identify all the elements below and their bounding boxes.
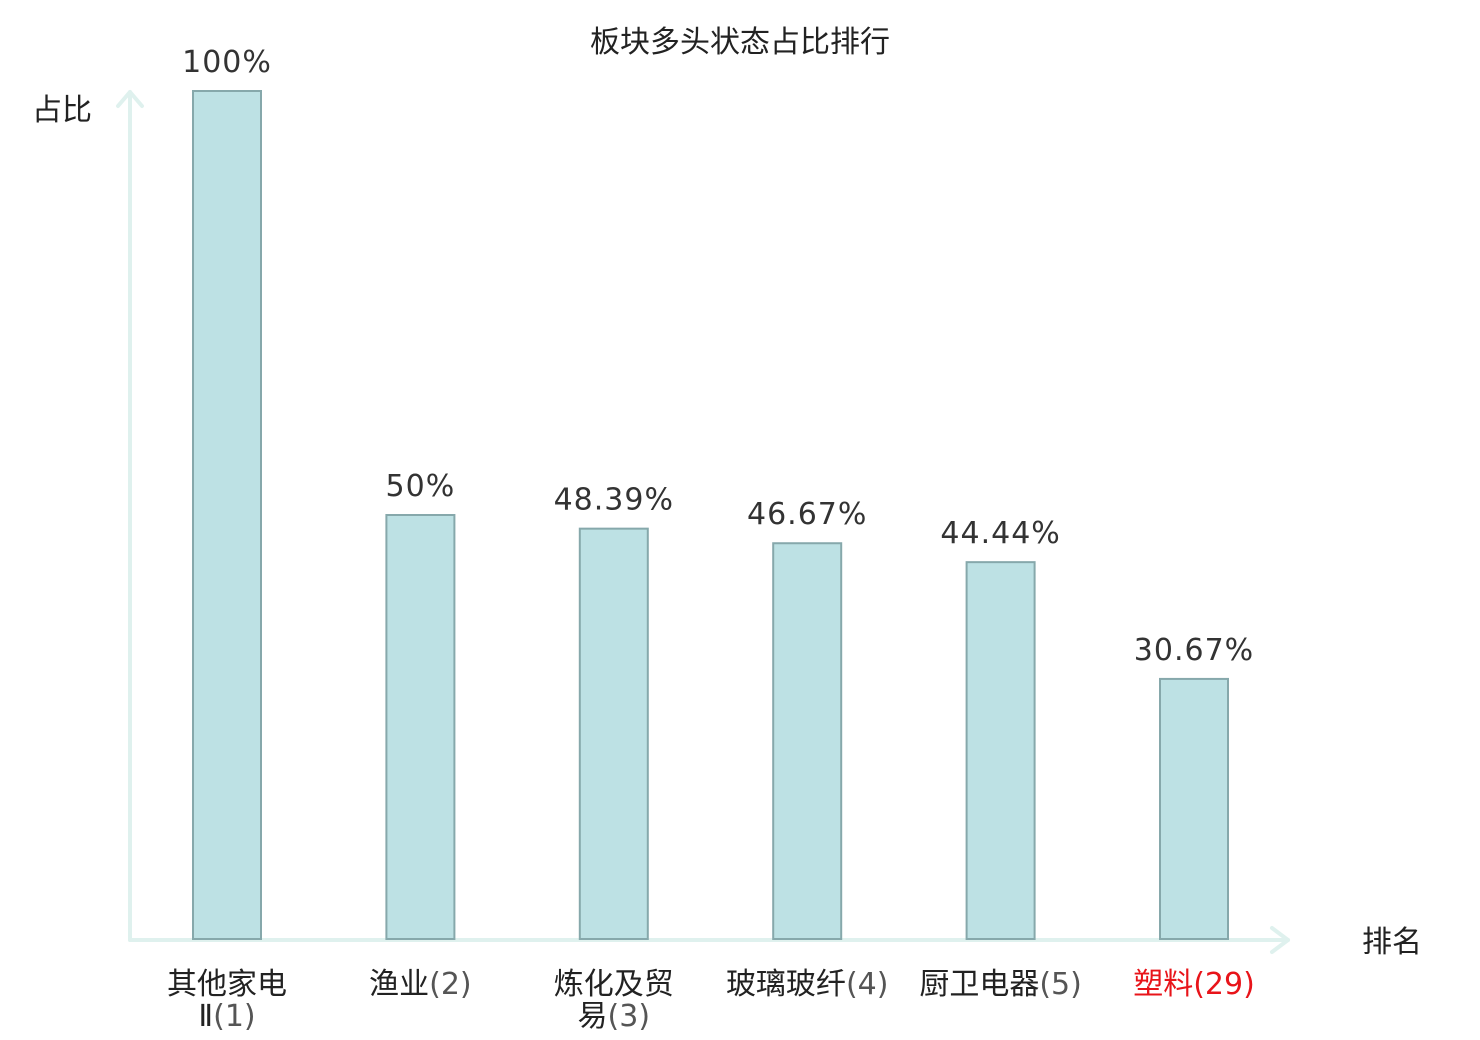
x-axis-label: 排名	[1362, 925, 1422, 960]
bar-value-label: 44.44%	[940, 516, 1060, 551]
bar-value-label: 100%	[182, 45, 272, 80]
x-tick-label: 塑料(29)	[1133, 967, 1255, 1002]
x-axis-arrow-icon	[1270, 926, 1290, 954]
x-tick-label: 其他家电	[167, 967, 287, 1002]
bars-group	[192, 90, 1229, 940]
x-tick-label: 炼化及贸	[554, 967, 674, 1002]
y-axis-label: 占比	[32, 93, 92, 128]
x-tick-label: 易(3)	[578, 999, 651, 1034]
bar	[772, 542, 843, 940]
bar-value-label: 50%	[386, 469, 456, 504]
bar	[192, 90, 262, 940]
bar	[965, 561, 1036, 940]
bar	[1159, 677, 1229, 940]
x-tick-label: 渔业(2)	[369, 967, 472, 1002]
bar	[578, 527, 649, 940]
y-axis-arrow-icon	[116, 90, 144, 108]
value-labels-group: 100% 50% 48.39% 46.67% 44.44% 30.67%	[182, 45, 1254, 668]
bar	[385, 514, 456, 940]
bar-value-label: 30.67%	[1134, 633, 1254, 668]
chart-title: 板块多头状态占比排行	[590, 25, 890, 60]
x-tick-label: Ⅱ(1)	[198, 999, 255, 1034]
x-tick-label: 玻璃玻纤(4)	[726, 967, 889, 1002]
bar-value-label: 48.39%	[554, 483, 674, 518]
x-tick-label: 厨卫电器(5)	[919, 967, 1082, 1002]
bar-value-label: 46.67%	[747, 497, 867, 532]
